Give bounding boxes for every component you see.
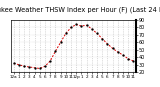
Text: Milwaukee Weather THSW Index per Hour (F) (Last 24 Hours): Milwaukee Weather THSW Index per Hour (F… (0, 7, 160, 13)
